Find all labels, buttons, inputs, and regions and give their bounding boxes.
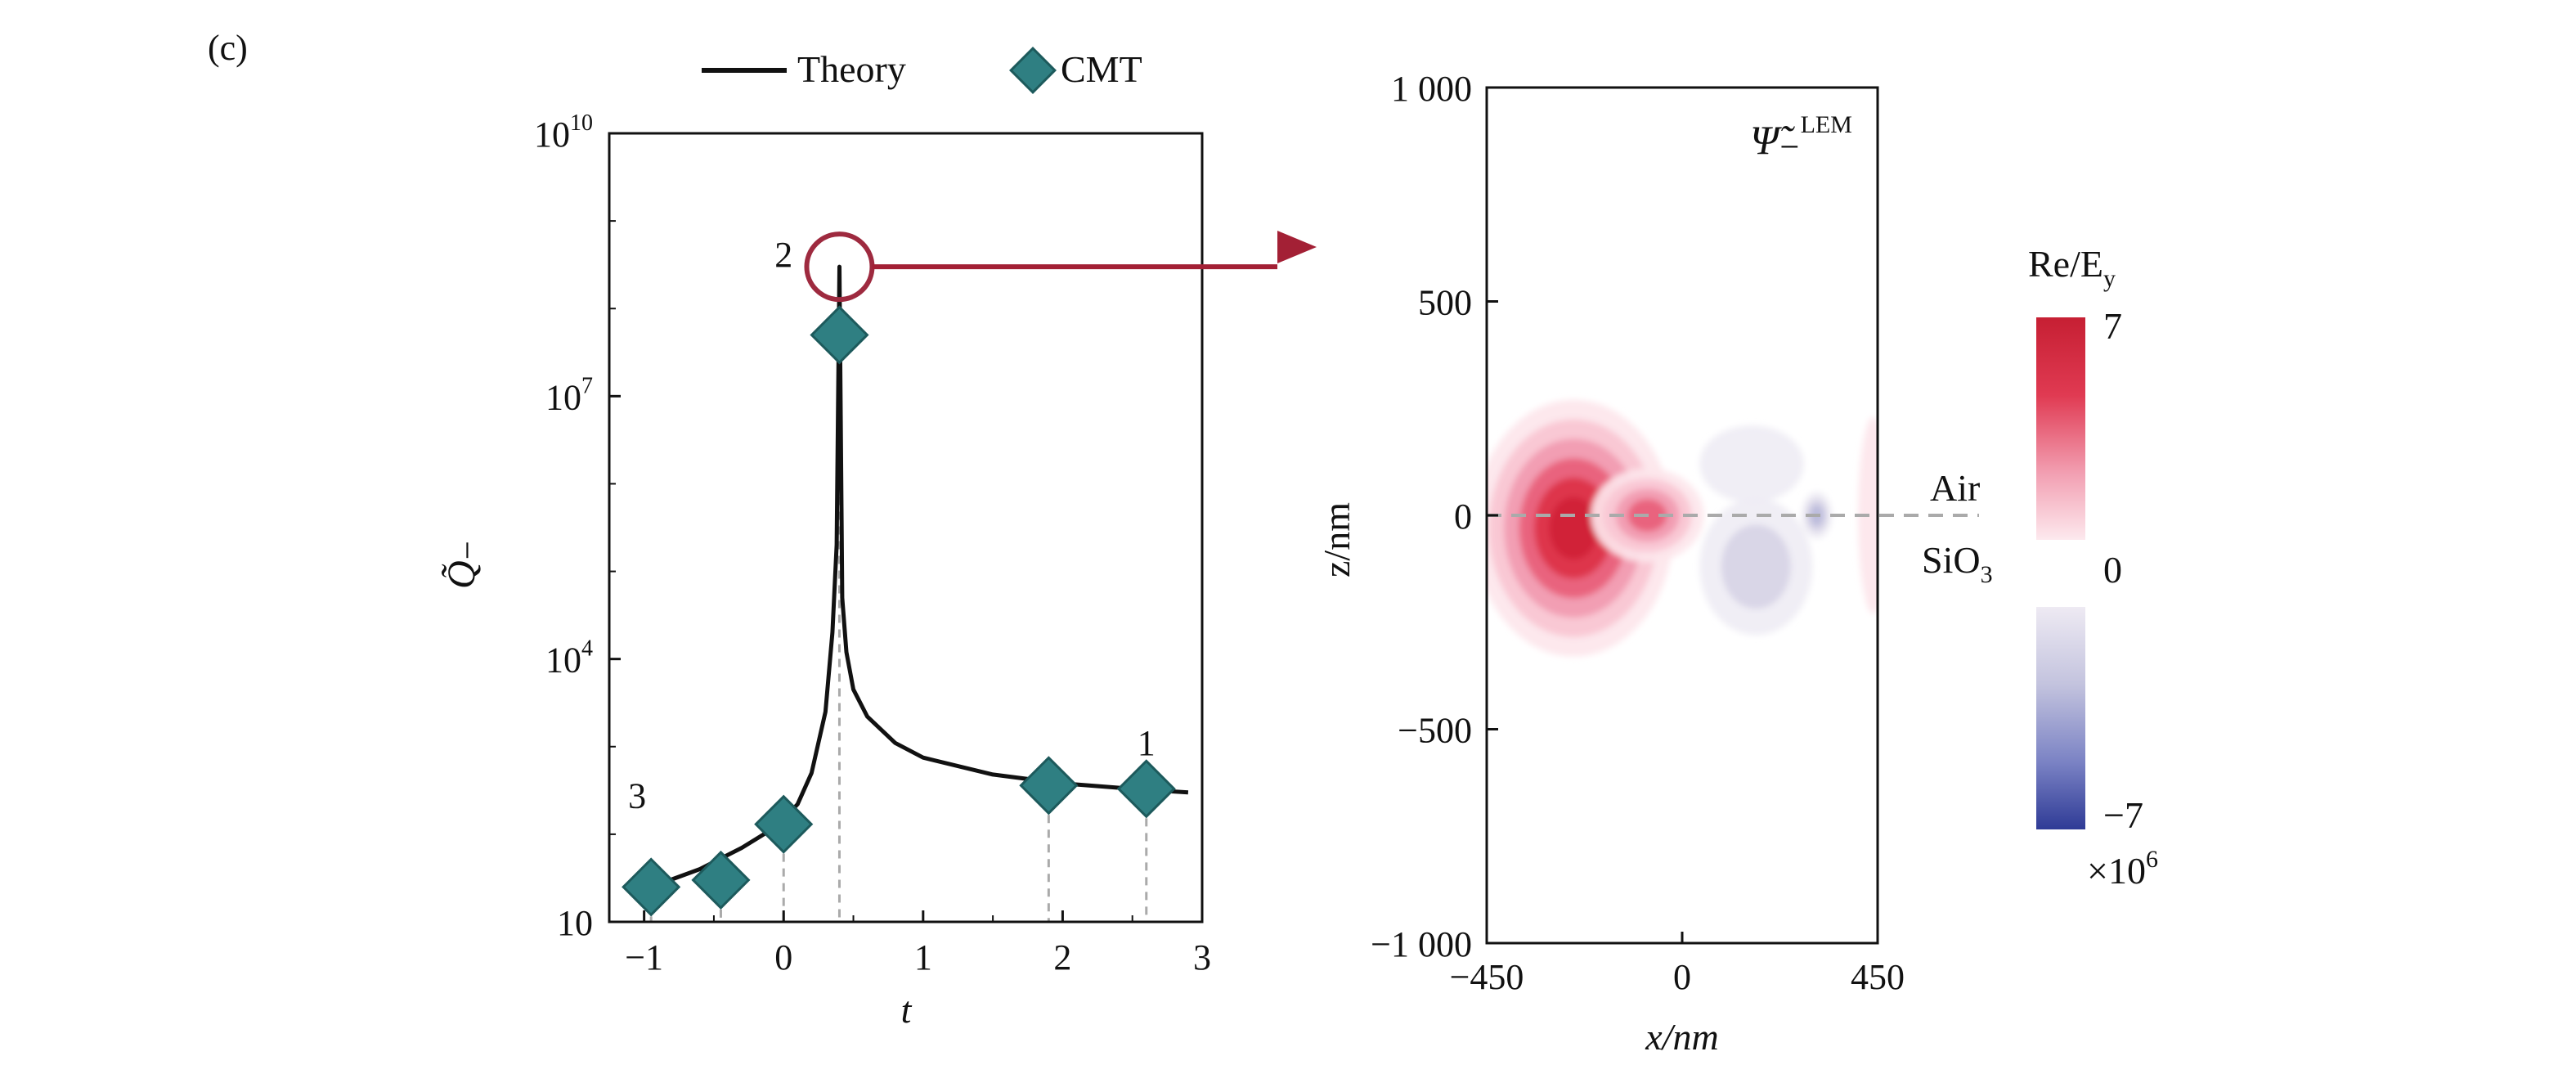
arrow-head bbox=[1277, 231, 1317, 263]
theory-curve bbox=[650, 264, 1189, 889]
point-annotation: 1 bbox=[1138, 723, 1156, 763]
x-tick-label: 0 bbox=[774, 937, 792, 977]
x-tick-label: 450 bbox=[1851, 957, 1905, 997]
cmt-marker bbox=[1116, 759, 1176, 819]
x-tick-label: −450 bbox=[1450, 957, 1524, 997]
colorbar-negative bbox=[2036, 607, 2085, 829]
multiplier-base: ×10 bbox=[2087, 850, 2146, 892]
colorbar-label-sub: y bbox=[2103, 265, 2116, 292]
field-lobe-negative bbox=[1699, 425, 1804, 503]
y-tick-label: 1 000 bbox=[1391, 69, 1472, 109]
highlight-arrow bbox=[872, 231, 1317, 270]
y-tick-label: 10 bbox=[557, 903, 593, 943]
point-annotation: 3 bbox=[628, 776, 646, 816]
sio3-base: SiO bbox=[1922, 539, 1981, 581]
y-tick-label: 500 bbox=[1418, 283, 1472, 323]
right-x-ticks: −450 0 450 bbox=[1450, 932, 1905, 997]
multiplier-exp: 6 bbox=[2146, 846, 2158, 873]
y-tick-label: −1 000 bbox=[1371, 924, 1472, 964]
right-x-label: x/nm bbox=[1645, 1016, 1718, 1058]
cmt-marker bbox=[622, 857, 681, 917]
colorbar-mid-label: 0 bbox=[2103, 549, 2122, 591]
left-x-axis-label: t bbox=[901, 989, 913, 1031]
legend-cmt-marker bbox=[1009, 47, 1057, 94]
field-map bbox=[1487, 399, 1878, 657]
y-tick-label: 107 bbox=[545, 373, 593, 417]
right-y-ticks: −1 000 −500 0 500 1 000 bbox=[1371, 69, 1498, 964]
cmt-marker bbox=[754, 794, 814, 854]
y-tick-label: 1010 bbox=[534, 110, 593, 155]
sio3-sub: 3 bbox=[1981, 561, 1993, 588]
field-title-sup: LEM bbox=[1801, 111, 1852, 138]
x-tick-label: 2 bbox=[1053, 937, 1071, 977]
x-tick-label: 3 bbox=[1193, 937, 1211, 977]
legend-theory-label: Theory bbox=[797, 48, 906, 90]
left-x-ticks: −1 0 1 2 3 bbox=[625, 910, 1211, 977]
colorbar-max-label: 7 bbox=[2103, 305, 2122, 347]
x-tick-label: 1 bbox=[914, 937, 932, 977]
colorbar-min-label: −7 bbox=[2103, 794, 2143, 836]
colorbar-label: Re/Ey bbox=[2028, 243, 2116, 292]
point-annotations: 3 2 1 bbox=[628, 235, 1156, 816]
colorbar-positive bbox=[2036, 317, 2085, 540]
cmt-marker bbox=[1019, 756, 1079, 816]
left-y-axis-label: Q̃₋ bbox=[440, 540, 483, 589]
field-lobe-negative bbox=[1721, 524, 1791, 609]
legend-cmt-label: CMT bbox=[1061, 48, 1142, 90]
dashed-droplines bbox=[649, 335, 1148, 922]
field-map-title: Ψ̃₋LEM bbox=[1750, 111, 1852, 163]
field-lobe-positive bbox=[1549, 497, 1598, 559]
left-plot-frame bbox=[608, 132, 1204, 923]
left-y-ticks: 10 104 107 1010 bbox=[534, 110, 621, 943]
y-tick-label: −500 bbox=[1398, 711, 1472, 751]
legend: Theory CMT bbox=[702, 47, 1142, 94]
colorbar-multiplier: ×106 bbox=[2087, 846, 2158, 892]
x-tick-label: 0 bbox=[1673, 957, 1691, 997]
x-tick-label: −1 bbox=[625, 937, 663, 977]
point-annotation: 2 bbox=[774, 235, 792, 275]
panel-label: (c) bbox=[208, 28, 248, 68]
region-label-air: Air bbox=[1930, 467, 1980, 509]
field-title-main: Ψ̃₋ bbox=[1750, 117, 1801, 163]
y-tick-label: 0 bbox=[1454, 497, 1472, 537]
right-x-axis-label: x/nm bbox=[1645, 1016, 1718, 1058]
colorbar: Re/Ey 7 0 −7 ×106 bbox=[2028, 243, 2158, 892]
cmt-markers bbox=[622, 305, 1176, 917]
cmt-marker bbox=[691, 850, 751, 910]
right-y-axis-label: z/nm bbox=[1316, 502, 1358, 577]
colorbar-label-base: Re/E bbox=[2028, 243, 2103, 285]
region-label-sio3: SiO3 bbox=[1922, 539, 1993, 588]
cmt-marker bbox=[810, 305, 869, 365]
y-tick-label: 104 bbox=[545, 636, 593, 681]
q-vs-t-plot: −1 0 1 2 3 10 104 107 1010 3 2 1 t Q̃₋ bbox=[440, 110, 1211, 1031]
